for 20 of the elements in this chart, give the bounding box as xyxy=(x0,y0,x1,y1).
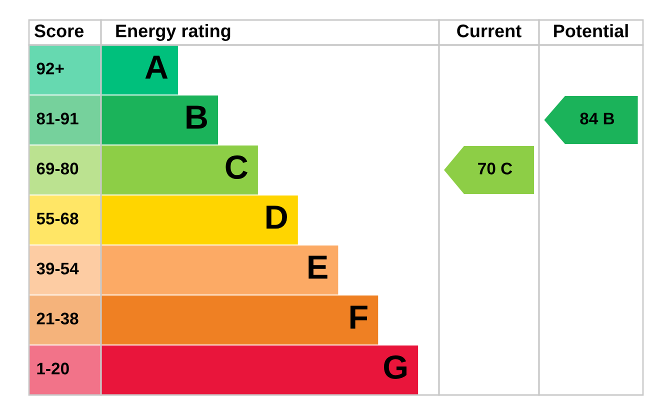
annotation: F xyxy=(350,306,368,329)
y-tick-label: 1-20 xyxy=(37,362,69,374)
annotation: A xyxy=(145,56,168,79)
y-tick-label: 81-91 xyxy=(36,112,78,124)
y-tick-label: 39-54 xyxy=(36,262,79,274)
text: Potential xyxy=(554,24,628,38)
annotation: B xyxy=(186,106,207,129)
y-tick-label: 92+ xyxy=(36,62,64,74)
y-tick-label: 55-68 xyxy=(36,212,78,224)
text: Current xyxy=(457,24,522,38)
annotation: D xyxy=(266,206,287,229)
annotation: C xyxy=(226,155,248,179)
annotation: G xyxy=(384,355,406,379)
x-axis-title: Energy rating xyxy=(116,24,230,41)
text: 70 C xyxy=(478,162,512,174)
y-axis-title: Score xyxy=(34,24,84,38)
text: 84 B xyxy=(580,112,614,124)
annotation: E xyxy=(308,256,328,279)
y-tick-label: 21-38 xyxy=(36,312,78,324)
y-tick-label: 69-80 xyxy=(36,162,78,174)
